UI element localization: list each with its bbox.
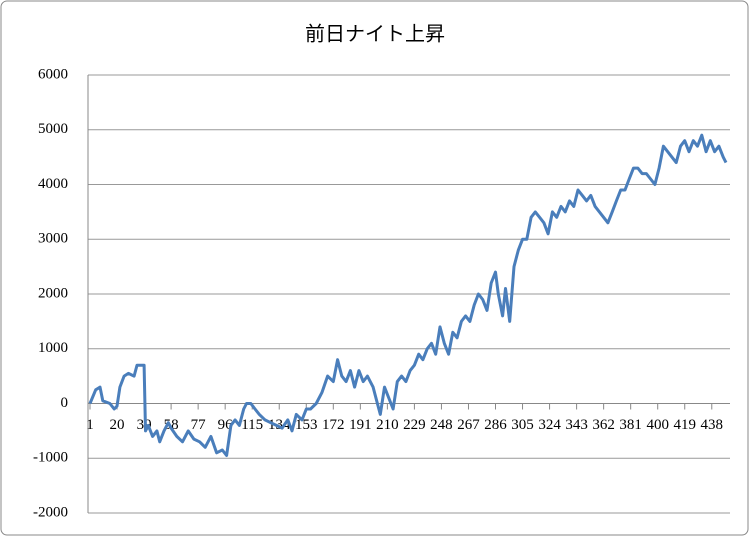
x-tick-label: 438 [701, 417, 724, 433]
x-tick-label: 229 [403, 417, 426, 433]
chart-title: 前日ナイト上昇 [305, 23, 445, 46]
y-tick-label: -1000 [33, 450, 68, 466]
x-tick-label: 248 [430, 417, 453, 433]
x-tick-label: 210 [376, 417, 399, 433]
x-tick-label: 419 [673, 417, 696, 433]
x-tick-label: 362 [592, 417, 615, 433]
y-tick-label: 1000 [38, 340, 68, 356]
y-tick-label: 0 [61, 395, 69, 411]
x-tick-label: 1 [86, 417, 94, 433]
y-tick-label: 6000 [38, 66, 68, 82]
x-tick-label: 115 [241, 417, 263, 433]
y-tick-label: 4000 [38, 176, 68, 192]
x-tick-label: 267 [457, 417, 480, 433]
x-tick-label: 343 [565, 417, 588, 433]
y-tick-label: 3000 [38, 231, 68, 247]
data-line [88, 133, 728, 457]
y-tick-label: -2000 [33, 504, 68, 520]
x-tick-label: 77 [191, 417, 207, 433]
x-tick-label: 305 [511, 417, 534, 433]
x-tick-label: 324 [538, 417, 561, 433]
x-tick-label: 191 [349, 417, 372, 433]
x-tick-label: 381 [619, 417, 642, 433]
x-tick-label: 20 [110, 417, 125, 433]
x-tick-label: 286 [484, 417, 507, 433]
y-tick-label: 5000 [38, 121, 68, 137]
x-tick-label: 400 [646, 417, 669, 433]
y-tick-label: 2000 [38, 285, 68, 301]
x-tick-label: 134 [268, 417, 291, 433]
x-tick-label: 153 [295, 417, 318, 433]
x-tick-label: 172 [322, 417, 345, 433]
